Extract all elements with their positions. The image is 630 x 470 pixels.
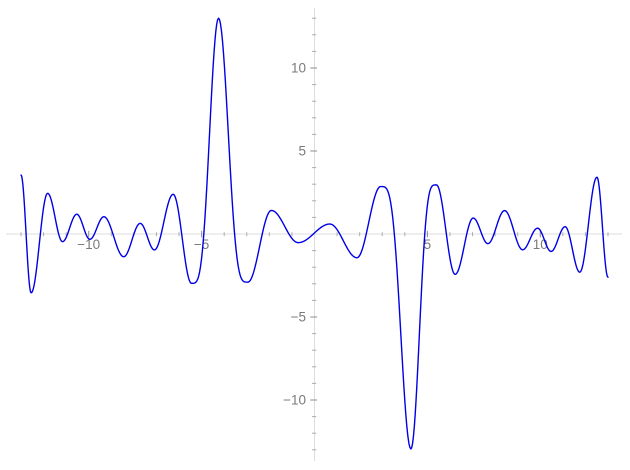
x-tick-label: 5: [424, 237, 432, 252]
function-curve: [20, 17, 609, 450]
y-tick-label: −10: [283, 393, 306, 408]
y-tick-labels: 10 5 −5 −10: [283, 61, 306, 408]
x-tick-label: −5: [194, 237, 209, 252]
y-major-ticks: [310, 67, 317, 401]
y-tick-label: 5: [298, 144, 306, 159]
y-minor-ticks: [312, 17, 317, 451]
axes-lines: [6, 8, 622, 461]
x-major-ticks: [88, 230, 541, 238]
x-minor-ticks: [20, 232, 609, 237]
x-tick-labels: −10 −5 5 10: [77, 237, 548, 252]
y-tick-label: 10: [291, 61, 306, 76]
y-tick-label: −5: [291, 310, 306, 325]
x-tick-label: −10: [77, 237, 100, 252]
